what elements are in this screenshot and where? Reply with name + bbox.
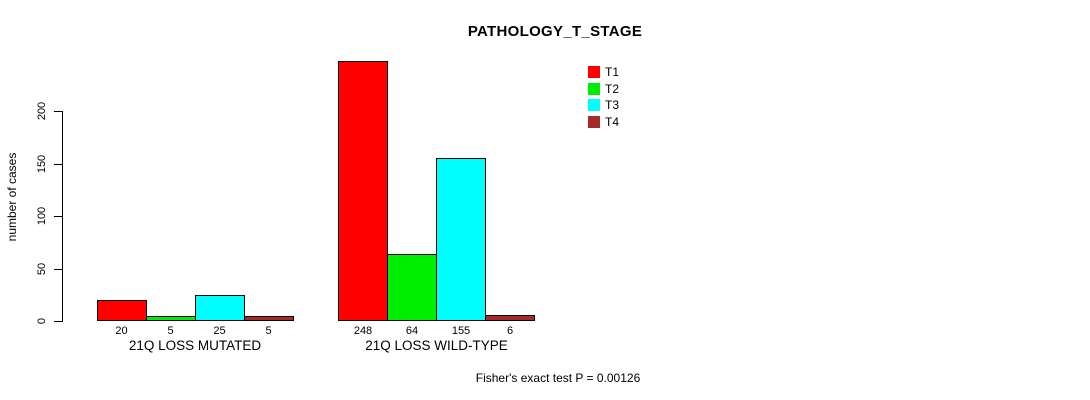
bar-value-label: 155 bbox=[451, 325, 471, 337]
legend-swatch-t2 bbox=[588, 82, 600, 95]
bar-t2-21q-loss-wild-type bbox=[387, 253, 437, 321]
bar-value-label: 248 bbox=[353, 325, 373, 337]
category-label-21q-loss-mutated: 21Q LOSS MUTATED bbox=[128, 338, 262, 353]
legend: T1 T2 T3 T4 bbox=[588, 66, 619, 128]
legend-label-t3: T3 bbox=[605, 98, 620, 112]
legend-label-t4: T4 bbox=[605, 114, 620, 129]
bar-t1-21q-loss-mutated bbox=[96, 300, 147, 321]
y-axis-tick bbox=[54, 321, 62, 322]
bar-t1-21q-loss-wild-type bbox=[338, 60, 388, 321]
bar-value-label: 6 bbox=[506, 325, 514, 337]
y-tick-label: 200 bbox=[36, 101, 48, 121]
legend-swatch-t4 bbox=[588, 115, 600, 128]
stat-test-annotation: Fisher's exact test P = 0.00126 bbox=[475, 371, 641, 385]
y-axis-tick bbox=[54, 111, 62, 112]
bar-t2-21q-loss-mutated bbox=[145, 315, 196, 321]
legend-label-t2: T2 bbox=[605, 81, 620, 96]
legend-item-t4: T4 bbox=[588, 114, 620, 129]
bar-t3-21q-loss-wild-type bbox=[436, 158, 486, 321]
legend-swatch-t1 bbox=[588, 66, 600, 78]
y-axis-line bbox=[62, 111, 63, 322]
legend-item-t3: T3 bbox=[588, 99, 619, 111]
bar-value-label: 25 bbox=[213, 325, 226, 337]
y-tick-label: 0 bbox=[36, 317, 48, 325]
y-axis-tick bbox=[54, 216, 62, 217]
y-axis-tick bbox=[54, 164, 62, 165]
bar-t3-21q-loss-mutated bbox=[194, 294, 245, 321]
legend-swatch-t3 bbox=[588, 99, 600, 111]
category-label-21q-loss-wild-type: 21Q LOSS WILD-TYPE bbox=[365, 338, 508, 353]
bar-value-label: 5 bbox=[265, 325, 272, 337]
legend-label-t1: T1 bbox=[605, 65, 620, 79]
legend-item-t1: T1 bbox=[588, 66, 619, 78]
y-tick-label: 150 bbox=[36, 154, 48, 174]
chart-title: PATHOLOGY_T_STAGE bbox=[467, 23, 643, 40]
bar-value-label: 20 bbox=[115, 325, 128, 337]
bar-t4-21q-loss-mutated bbox=[243, 315, 294, 321]
bar-value-label: 5 bbox=[167, 325, 174, 337]
bar-t4-21q-loss-wild-type bbox=[485, 314, 535, 321]
y-axis-tick bbox=[54, 269, 62, 270]
legend-item-t2: T2 bbox=[588, 81, 620, 96]
y-tick-label: 50 bbox=[36, 262, 48, 276]
bar-value-label: 64 bbox=[405, 325, 419, 337]
y-tick-label: 100 bbox=[36, 206, 48, 226]
